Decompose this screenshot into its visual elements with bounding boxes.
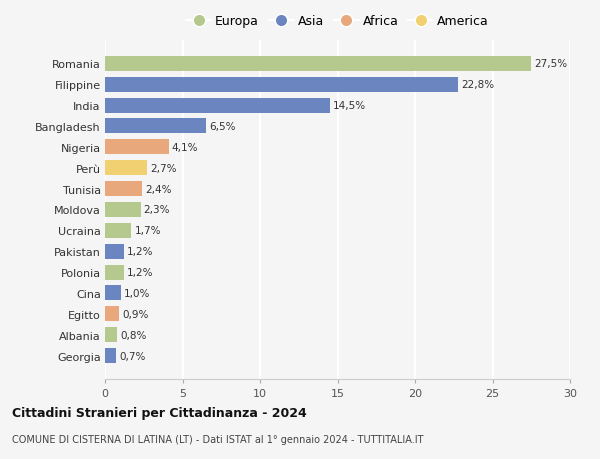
Text: 1,2%: 1,2%	[127, 268, 153, 278]
Text: 27,5%: 27,5%	[535, 59, 568, 69]
Bar	[105, 202, 140, 218]
Text: 1,0%: 1,0%	[124, 288, 150, 298]
Bar	[105, 161, 147, 176]
Text: 1,7%: 1,7%	[134, 226, 161, 236]
Legend: Europa, Asia, Africa, America: Europa, Asia, Africa, America	[181, 11, 494, 34]
Bar	[105, 307, 119, 322]
Bar	[105, 98, 330, 113]
Bar	[105, 140, 169, 155]
Bar	[105, 224, 131, 238]
Text: 0,8%: 0,8%	[121, 330, 147, 340]
Text: 22,8%: 22,8%	[461, 80, 494, 90]
Text: 6,5%: 6,5%	[209, 122, 235, 132]
Bar	[105, 348, 116, 364]
Bar	[105, 286, 121, 301]
Bar	[105, 244, 124, 259]
Bar	[105, 56, 531, 72]
Text: 2,7%: 2,7%	[150, 163, 176, 174]
Bar	[105, 119, 206, 134]
Bar	[105, 328, 118, 342]
Bar	[105, 265, 124, 280]
Text: 2,3%: 2,3%	[144, 205, 170, 215]
Text: Cittadini Stranieri per Cittadinanza - 2024: Cittadini Stranieri per Cittadinanza - 2…	[12, 406, 307, 419]
Bar	[105, 182, 142, 196]
Bar	[105, 78, 458, 92]
Text: 4,1%: 4,1%	[172, 142, 198, 152]
Text: 1,2%: 1,2%	[127, 246, 153, 257]
Text: COMUNE DI CISTERNA DI LATINA (LT) - Dati ISTAT al 1° gennaio 2024 - TUTTITALIA.I: COMUNE DI CISTERNA DI LATINA (LT) - Dati…	[12, 434, 424, 444]
Text: 2,4%: 2,4%	[145, 184, 172, 194]
Text: 0,9%: 0,9%	[122, 309, 148, 319]
Text: 0,7%: 0,7%	[119, 351, 145, 361]
Text: 14,5%: 14,5%	[333, 101, 366, 111]
